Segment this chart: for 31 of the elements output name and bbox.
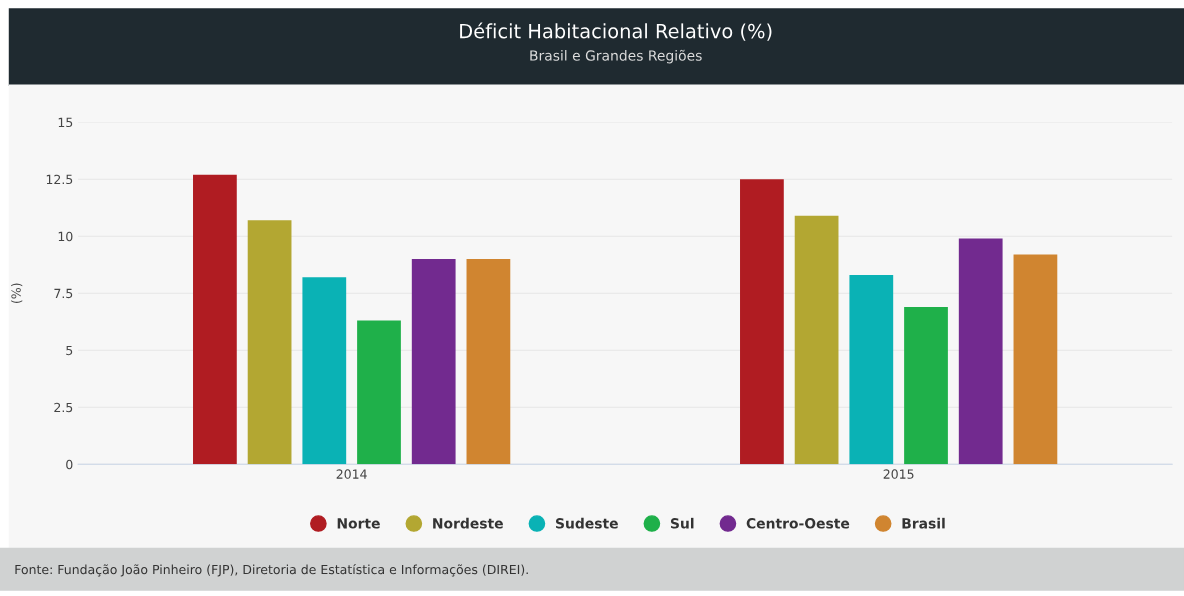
bar (302, 277, 347, 465)
bar (411, 259, 456, 465)
legend-label: Sul (670, 517, 694, 529)
legend-label: Sudeste (555, 517, 618, 529)
chart-title: Déficit Habitacional Relativo (%) (460, 22, 772, 41)
legend-label: Nordeste (433, 517, 503, 529)
bar (247, 220, 292, 465)
legend-label: Centro-Oeste (746, 518, 850, 529)
bar (1013, 254, 1058, 465)
source-note: Fonte: Fundação João Pinheiro (FJP), Diretoria de Estatística e Informações (DIREI). (15, 564, 528, 577)
bar (466, 259, 511, 465)
legend-label: Brasil (902, 517, 945, 529)
x-tick-label: 2015 (883, 469, 914, 479)
bar (740, 179, 784, 465)
x-tick-label: 2014 (336, 469, 367, 479)
y-tick-label: 7.5 (54, 288, 73, 299)
y-axis-title: (%) (11, 283, 23, 303)
legend-label: Norte (337, 518, 380, 529)
y-tick-label: 5 (66, 345, 73, 356)
bar (904, 306, 948, 465)
y-tick-label: 2.5 (54, 402, 73, 413)
y-tick-label: 10 (58, 231, 73, 242)
bar (357, 320, 401, 465)
bar (193, 174, 237, 465)
bar (794, 215, 839, 465)
bar (958, 238, 1003, 465)
y-tick-label: 15 (58, 117, 73, 128)
chart-subtitle: Brasil e Grandes Regiões (530, 49, 702, 64)
y-tick-label: 0 (66, 459, 73, 470)
bar (849, 274, 894, 465)
y-tick-label: 12.5 (46, 174, 73, 185)
